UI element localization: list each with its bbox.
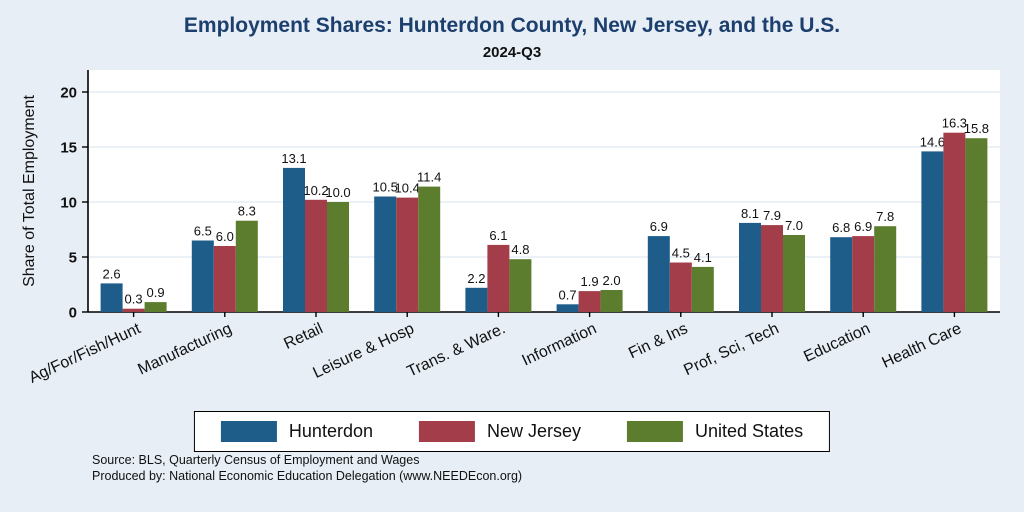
- bar-value-label: 10.0: [325, 185, 350, 200]
- bar-value-label: 4.1: [694, 250, 712, 265]
- bar-2-9: [965, 138, 988, 312]
- bar-1-6: [669, 262, 692, 312]
- bar-value-label: 1.9: [581, 274, 599, 289]
- bar-value-label: 11.4: [417, 170, 441, 185]
- bar-1-2: [305, 199, 327, 312]
- x-tick-label: Education: [801, 320, 873, 365]
- y-tick-label: 10: [60, 194, 77, 211]
- legend-swatch-hunterdon: [220, 421, 277, 442]
- x-tick-label: Manufacturing: [135, 320, 234, 378]
- bar-2-5: [600, 290, 623, 312]
- bar-2-7: [783, 235, 805, 312]
- bar-2-2: [327, 202, 349, 312]
- x-tick-label: Prof, Sci, Tech: [681, 320, 781, 379]
- legend-label: United States: [695, 421, 804, 441]
- bar-2-4: [509, 259, 532, 312]
- bar-1-4: [487, 244, 510, 312]
- bar-value-label: 6.0: [216, 229, 234, 244]
- x-tick-label: Health Care: [880, 320, 965, 372]
- legend-entry-hunterdon: Hunterdon: [220, 421, 373, 442]
- x-tick-label: Information: [520, 320, 600, 369]
- chart-subtitle: 2024-Q3: [482, 44, 542, 61]
- bar-1-1: [213, 246, 236, 312]
- bar-2-3: [418, 186, 441, 312]
- bar-value-label: 2.2: [467, 271, 485, 286]
- x-tick-label: Leisure & Hosp: [311, 320, 417, 382]
- bar-value-label: 7.0: [785, 218, 803, 233]
- legend-label: Hunterdon: [288, 421, 373, 441]
- bar-0-5: [556, 304, 579, 312]
- bar-value-label: 7.9: [763, 208, 781, 223]
- bar-value-label: 14.6: [920, 134, 945, 149]
- bar-1-7: [761, 225, 783, 312]
- bar-value-label: 4.5: [672, 246, 690, 261]
- legend-swatch-united-states: [627, 421, 684, 442]
- bar-value-label: 8.3: [238, 204, 256, 219]
- bar-1-9: [943, 132, 966, 312]
- legend-swatch-new-jersey: [418, 421, 475, 442]
- y-tick-label: 5: [69, 249, 77, 266]
- y-tick-label: 15: [60, 139, 77, 156]
- bar-0-9: [921, 151, 944, 312]
- source-line-1: Source: BLS, Quarterly Census of Employm…: [92, 453, 420, 467]
- chart-title: Employment Shares: Hunterdon County, New…: [183, 14, 841, 37]
- bar-0-2: [283, 167, 305, 312]
- bar-value-label: 6.1: [489, 228, 507, 243]
- bar-0-6: [647, 236, 670, 312]
- bar-value-label: 16.3: [942, 116, 967, 131]
- bar-value-label: 4.8: [511, 242, 529, 257]
- x-tick-label: Trans. & Ware.: [404, 320, 508, 380]
- bar-0-0: [100, 283, 123, 312]
- bar-2-6: [691, 266, 714, 312]
- legend-entry-united-states: United States: [627, 421, 803, 442]
- bar-value-label: 10.4: [395, 181, 420, 196]
- legend-label: New Jersey: [486, 421, 582, 441]
- bar-0-3: [374, 196, 397, 312]
- chart-legend: Hunterdon New Jersey United States: [193, 411, 831, 452]
- y-axis-title: Share of Total Employment: [21, 95, 38, 287]
- bar-value-label: 10.5: [373, 180, 398, 195]
- bar-value-label: 0.7: [559, 287, 577, 302]
- bar-value-label: 7.8: [876, 209, 894, 224]
- bar-0-4: [465, 287, 488, 312]
- x-tick-label: Fin & Ins: [626, 320, 690, 362]
- bar-value-label: 0.3: [125, 292, 143, 307]
- bar-1-8: [852, 236, 875, 312]
- bar-2-0: [144, 302, 167, 312]
- bar-1-0: [122, 308, 145, 312]
- bar-value-label: 6.9: [854, 219, 872, 234]
- x-tick-label: Retail: [281, 320, 325, 353]
- bar-value-label: 2.0: [603, 273, 621, 288]
- source-line-2: Produced by: National Economic Education…: [92, 469, 523, 484]
- bar-value-label: 6.8: [832, 220, 850, 235]
- legend-entry-new-jersey: New Jersey: [418, 421, 582, 442]
- bar-0-7: [739, 222, 761, 312]
- bar-1-3: [396, 197, 419, 312]
- bar-value-label: 6.5: [194, 224, 212, 239]
- y-tick-label: 0: [69, 304, 77, 321]
- bar-1-5: [578, 291, 601, 312]
- bar-value-label: 15.8: [964, 121, 989, 136]
- source-note: Source: BLS, Quarterly Census of Employm…: [92, 452, 522, 485]
- bar-2-1: [235, 220, 258, 312]
- bar-value-label: 8.1: [741, 206, 759, 221]
- bar-value-label: 13.1: [281, 151, 306, 166]
- bar-0-1: [191, 240, 214, 312]
- bar-value-label: 2.6: [103, 266, 121, 281]
- x-tick-label: Ag/For/Fish/Hunt: [26, 320, 143, 387]
- bar-value-label: 10.2: [303, 183, 328, 198]
- bar-value-label: 6.9: [650, 219, 668, 234]
- bar-0-8: [830, 237, 853, 312]
- y-tick-label: 20: [60, 84, 77, 101]
- bar-2-8: [874, 226, 897, 312]
- bar-value-label: 0.9: [147, 285, 165, 300]
